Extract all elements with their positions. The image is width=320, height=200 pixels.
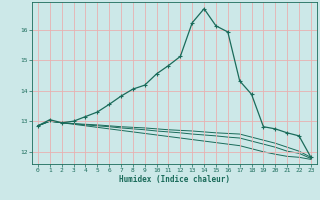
X-axis label: Humidex (Indice chaleur): Humidex (Indice chaleur) — [119, 175, 230, 184]
